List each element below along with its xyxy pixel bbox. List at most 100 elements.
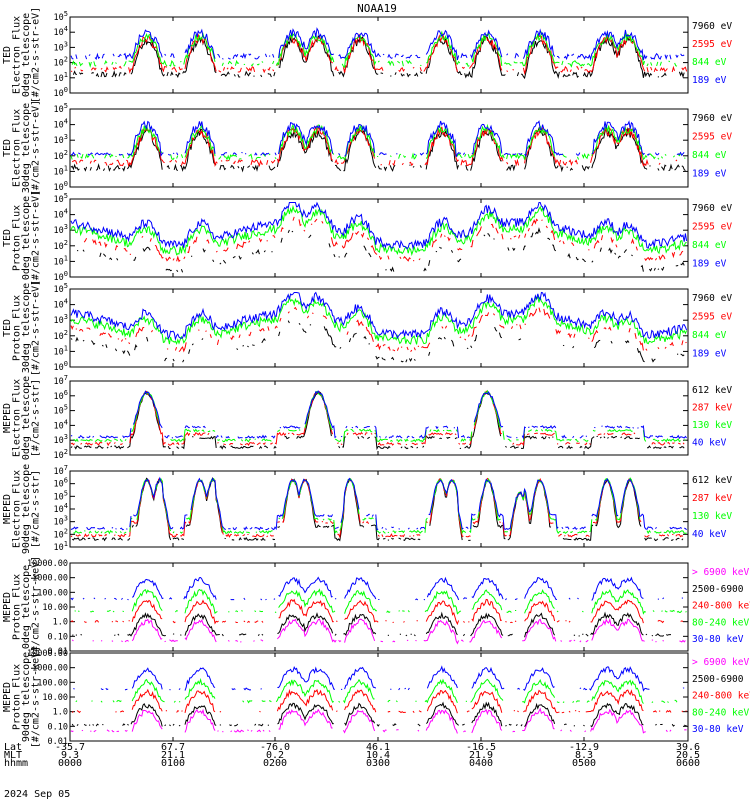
y-tick-label: 0.01 [48, 737, 68, 747]
y-tick-label: 105 [54, 102, 68, 115]
y-tick-label: 103 [54, 133, 68, 146]
y-tick-label: 103 [54, 515, 68, 528]
y-axis-label: 0deg telescope [21, 376, 32, 460]
series-blue [70, 201, 688, 250]
series-black [70, 126, 686, 173]
y-tick-label: 101 [54, 164, 68, 177]
legend-entry: 2595 eV [692, 312, 732, 323]
panel-frame [69, 16, 689, 94]
y-axis-label: Electron Flux [12, 379, 23, 457]
series-blue [70, 476, 687, 531]
legend-entry: 2595 eV [692, 39, 732, 50]
y-axis-label: 90deg telescope [21, 464, 32, 554]
y-tick-label: 102 [54, 239, 68, 252]
panel-8: 0.01 0.10 1.0 10.00 100.00 1000.00 10000.00 MEP… [2, 646, 750, 748]
y-tick-label: 103 [54, 313, 68, 326]
x-tick-label: 67.7 [161, 742, 185, 753]
series-black [70, 320, 685, 363]
y-axis-label: [#/cm2-s-str-eV] [31, 190, 42, 286]
y-tick-label: 0.01 [48, 647, 68, 657]
y-tick-label: 100.00 [37, 588, 68, 598]
y-tick-label: 104 [54, 208, 68, 221]
y-axis-label: Electron Flux [12, 109, 23, 187]
x-tick-label: 0000 [58, 758, 82, 769]
y-tick-label: 105 [54, 489, 68, 502]
legend-entry: 287 keV [692, 403, 732, 414]
legend-entry: 80-240 keV [692, 707, 749, 718]
legend-entry: 7960 eV [692, 293, 732, 304]
y-tick-label: 1.0 [53, 708, 68, 718]
y-tick-label: 1.0 [53, 618, 68, 628]
legend-entry: 612 keV [692, 475, 732, 486]
x-tick-label: 0300 [366, 758, 390, 769]
figure-title: NOAA19 [357, 2, 397, 15]
legend-entry: 612 keV [692, 385, 732, 396]
legend-entry: 240-800 keV [692, 691, 750, 702]
series-red [84, 217, 686, 261]
y-tick-label: 104 [54, 502, 68, 515]
y-axis-label: 30deg telescope [21, 283, 32, 373]
series-magenta [70, 707, 687, 734]
y-tick-label: 10000.00 [27, 649, 68, 659]
legend-entry: 240-800 keV [692, 601, 750, 612]
y-tick-label: 101 [54, 344, 68, 357]
x-axis-labels: Lat -35.7 67.7 -76.0 46.1 -16.5 -12.9 39.6 MLT 9.… [4, 742, 700, 769]
series-blue [70, 120, 685, 158]
y-axis-label: 0deg telescope [21, 196, 32, 280]
series-blue [71, 578, 685, 601]
legend-entry: 189 eV [692, 349, 727, 360]
x-tick-label: -16.5 [466, 742, 496, 753]
legend-entry: 287 keV [692, 493, 732, 504]
x-row-label: MLT [4, 750, 22, 761]
legend-entry: 189 eV [692, 75, 727, 86]
series-red [70, 32, 688, 76]
y-tick-label: 1000.00 [32, 664, 68, 674]
y-axis-label: Electron Flux [12, 470, 23, 548]
y-axis-label: [#/cm2-s-str-keV] [31, 646, 42, 748]
legend-entry: 130 keV [692, 420, 732, 431]
y-tick-label: 106 [54, 477, 68, 490]
x-tick-label: 9.3 [61, 750, 79, 761]
series-green [73, 389, 686, 443]
series-red [71, 479, 687, 537]
series-green [70, 295, 688, 346]
y-tick-label: 104 [54, 25, 68, 38]
panel-frame [69, 652, 689, 742]
legend-entry: 189 eV [692, 259, 727, 270]
legend-entry: 844 eV [692, 57, 727, 68]
y-axis-label: 0deg telescope [21, 13, 32, 97]
x-tick-label: 0400 [469, 758, 493, 769]
legend-entry: 40 keV [692, 529, 727, 540]
y-tick-label: 103 [54, 223, 68, 236]
x-tick-label: -76.0 [260, 742, 290, 753]
y-axis-label: Electron Flux [12, 16, 23, 94]
y-tick-label: 105 [54, 192, 68, 205]
series-red [71, 688, 687, 714]
legend-entry: 844 eV [692, 150, 727, 161]
y-tick-label: 102 [54, 527, 68, 540]
y-axis-label: [#/cm2-s-str-keV] [31, 556, 42, 658]
x-tick-label: 10.4 [366, 750, 390, 761]
y-tick-label: 103 [54, 40, 68, 53]
series-blue [70, 291, 688, 342]
y-axis-label: MEPED [2, 403, 13, 433]
x-tick-label: 8.3 [575, 750, 593, 761]
y-tick-label: 10.00 [42, 693, 68, 703]
y-tick-label: 104 [54, 118, 68, 131]
y-axis-label: Proton Flux [12, 205, 23, 271]
legend-entry: 189 eV [692, 169, 727, 180]
y-axis-label: MEPED [2, 494, 13, 524]
y-axis-label: 30deg telescope [21, 103, 32, 193]
x-tick-label: 0200 [263, 758, 287, 769]
y-tick-label: 102 [54, 448, 68, 461]
x-tick-label: -35.7 [55, 742, 85, 753]
y-tick-label: 103 [54, 433, 68, 446]
y-axis-label: [#/cm2-s-str-eV] [31, 100, 42, 196]
series-blue [70, 390, 687, 440]
legend-entry: > 6900 keV [692, 567, 749, 578]
